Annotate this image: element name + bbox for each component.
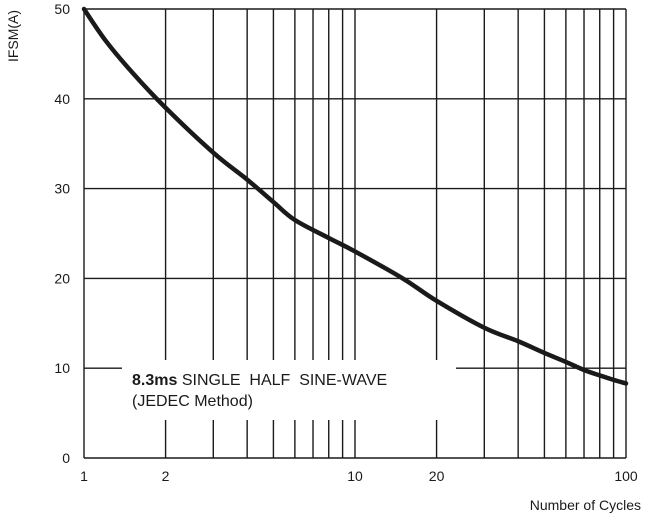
x-tick-label: 20	[429, 468, 445, 484]
x-tick-label: 10	[347, 468, 363, 484]
surge-current-curve	[81, 6, 629, 386]
y-tick-label: 20	[54, 270, 70, 286]
y-tick-label: 0	[62, 450, 70, 466]
annotation-rest: SINGLE HALF SINE-WAVE	[177, 372, 387, 389]
annotation-line1: 8.3ms SINGLE HALF SINE-WAVE	[132, 372, 387, 389]
annotation-background	[122, 360, 456, 420]
y-tick-label: 30	[54, 181, 70, 197]
y-tick-label: 10	[54, 360, 70, 376]
x-tick-label: 100	[614, 468, 638, 484]
y-tick-label: 50	[54, 1, 70, 17]
curve-layer	[81, 6, 629, 386]
x-tick-label: 2	[162, 468, 170, 484]
grid-layer	[83, 8, 627, 459]
y-axis-label: IFSM(A)	[5, 10, 21, 62]
x-tick-label: 1	[80, 468, 88, 484]
y-tick-label: 40	[54, 91, 70, 107]
tick-label-layer: 1 2 10 20 100 0 10 20 30 40 50	[54, 1, 637, 484]
x-axis-label: Number of Cycles	[530, 497, 641, 513]
annotation-line2: (JEDEC Method)	[132, 393, 253, 410]
annotation-bold: 8.3ms	[132, 372, 177, 389]
